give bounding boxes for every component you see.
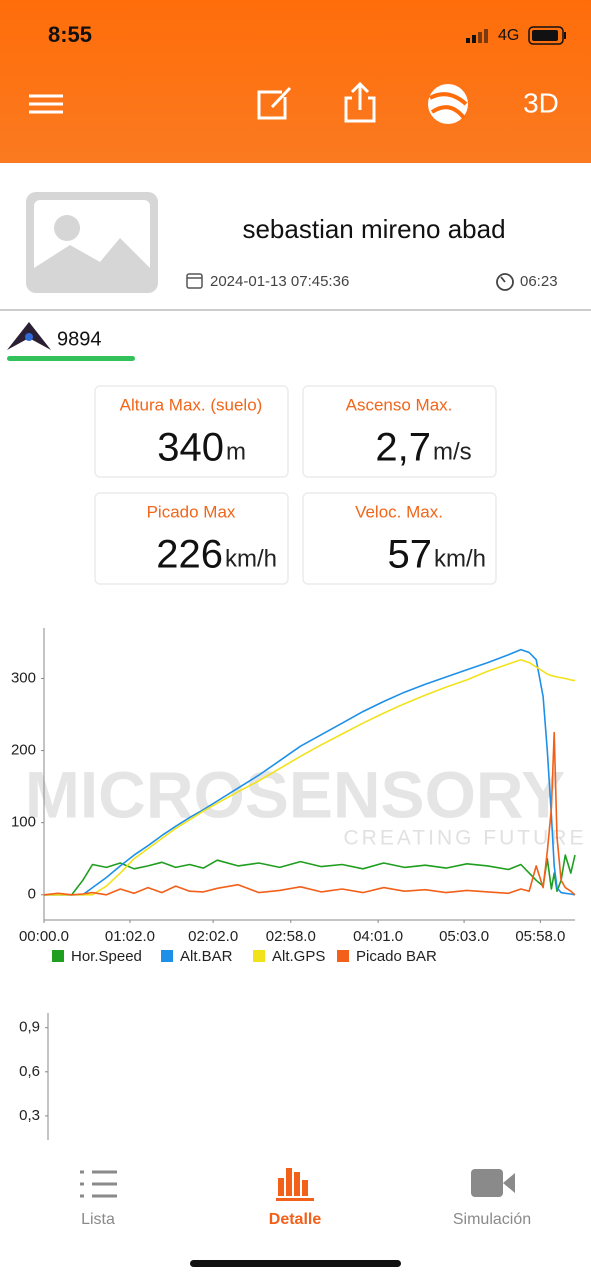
legend-label: Picado BAR [356, 948, 437, 965]
signal-icon [466, 29, 488, 43]
stat-label: Altura Max. (suelo) [120, 395, 263, 414]
legend-swatch [52, 950, 64, 962]
home-indicator [190, 1260, 401, 1267]
stat-unit: m/s [433, 438, 472, 465]
stat-card [302, 492, 497, 585]
y-tick-label: 0 [28, 886, 36, 903]
flight-duration: 06:23 [520, 273, 558, 290]
stat-value: 57 [388, 533, 433, 577]
legend-swatch [253, 950, 265, 962]
x-tick-label: 05:03.0 [439, 928, 489, 945]
stat-value: 340 [157, 426, 224, 470]
tab-label[interactable]: Simulación [453, 1211, 531, 1228]
legend-swatch [161, 950, 173, 962]
x-tick-label: 04:01.0 [353, 928, 403, 945]
video-icon [471, 1169, 515, 1197]
stat-card [94, 492, 289, 585]
stat-label: Picado Max [147, 502, 236, 521]
battery-icon [528, 26, 566, 45]
x-tick-label: 00:00.0 [19, 928, 69, 945]
header-bg [0, 0, 591, 163]
y-tick-label: 0,6 [19, 1063, 40, 1080]
data-line [43, 731, 576, 896]
watermark-tagline: CREATING FUTURE [344, 827, 587, 850]
glider-id: 9894 [57, 328, 102, 350]
stat-label: Veloc. Max. [355, 502, 443, 521]
legend-label: Alt.BAR [180, 948, 233, 965]
status-time: 8:55 [48, 22, 92, 47]
legend-label: Hor.Speed [71, 948, 142, 965]
x-tick-label: 05:58.0 [515, 928, 565, 945]
legend-swatch [337, 950, 349, 962]
pilot-name: sebastian mireno abad [242, 214, 505, 244]
glider-underline [7, 356, 135, 361]
y-tick-label: 0,3 [19, 1107, 40, 1124]
stat-value: 2,7 [375, 426, 431, 470]
share-button[interactable] [344, 81, 376, 123]
profile-photo [26, 192, 158, 293]
legend-label: Alt.GPS [272, 948, 325, 965]
network-label: 4G [498, 27, 519, 44]
glider-icon [7, 322, 51, 350]
y-tick-label: 100 [11, 814, 36, 831]
detail-icon [276, 1168, 314, 1201]
data-line [44, 648, 576, 896]
x-tick-label: 01:02.0 [105, 928, 155, 945]
y-tick-label: 300 [11, 669, 36, 686]
data-line [44, 658, 576, 896]
stat-unit: m [226, 438, 246, 465]
stat-label: Ascenso Max. [346, 395, 453, 414]
y-tick-label: 0,9 [19, 1019, 40, 1036]
calendar-icon [186, 273, 203, 289]
stat-unit: km/h [225, 545, 277, 572]
stat-value: 226 [156, 533, 223, 577]
watermark-brand: MICROSENSORY [25, 757, 565, 831]
y-tick-label: 200 [11, 742, 36, 759]
edit-button[interactable] [257, 86, 292, 120]
tab-label[interactable]: Lista [81, 1211, 115, 1228]
stat-card [302, 385, 497, 478]
stat-unit: km/h [434, 545, 486, 572]
x-tick-label: 02:02.0 [188, 928, 238, 945]
tab-bar [0, 1140, 591, 1280]
list-icon [80, 1170, 117, 1198]
menu-button[interactable] [29, 94, 63, 114]
stat-card [94, 385, 289, 478]
3d-button[interactable]: 3D [523, 87, 559, 118]
x-tick-label: 02:58.0 [266, 928, 316, 945]
globe-button[interactable] [428, 84, 468, 124]
tab-label[interactable]: Detalle [269, 1211, 322, 1228]
timer-icon [496, 273, 514, 291]
flight-date: 2024-01-13 07:45:36 [210, 273, 349, 290]
